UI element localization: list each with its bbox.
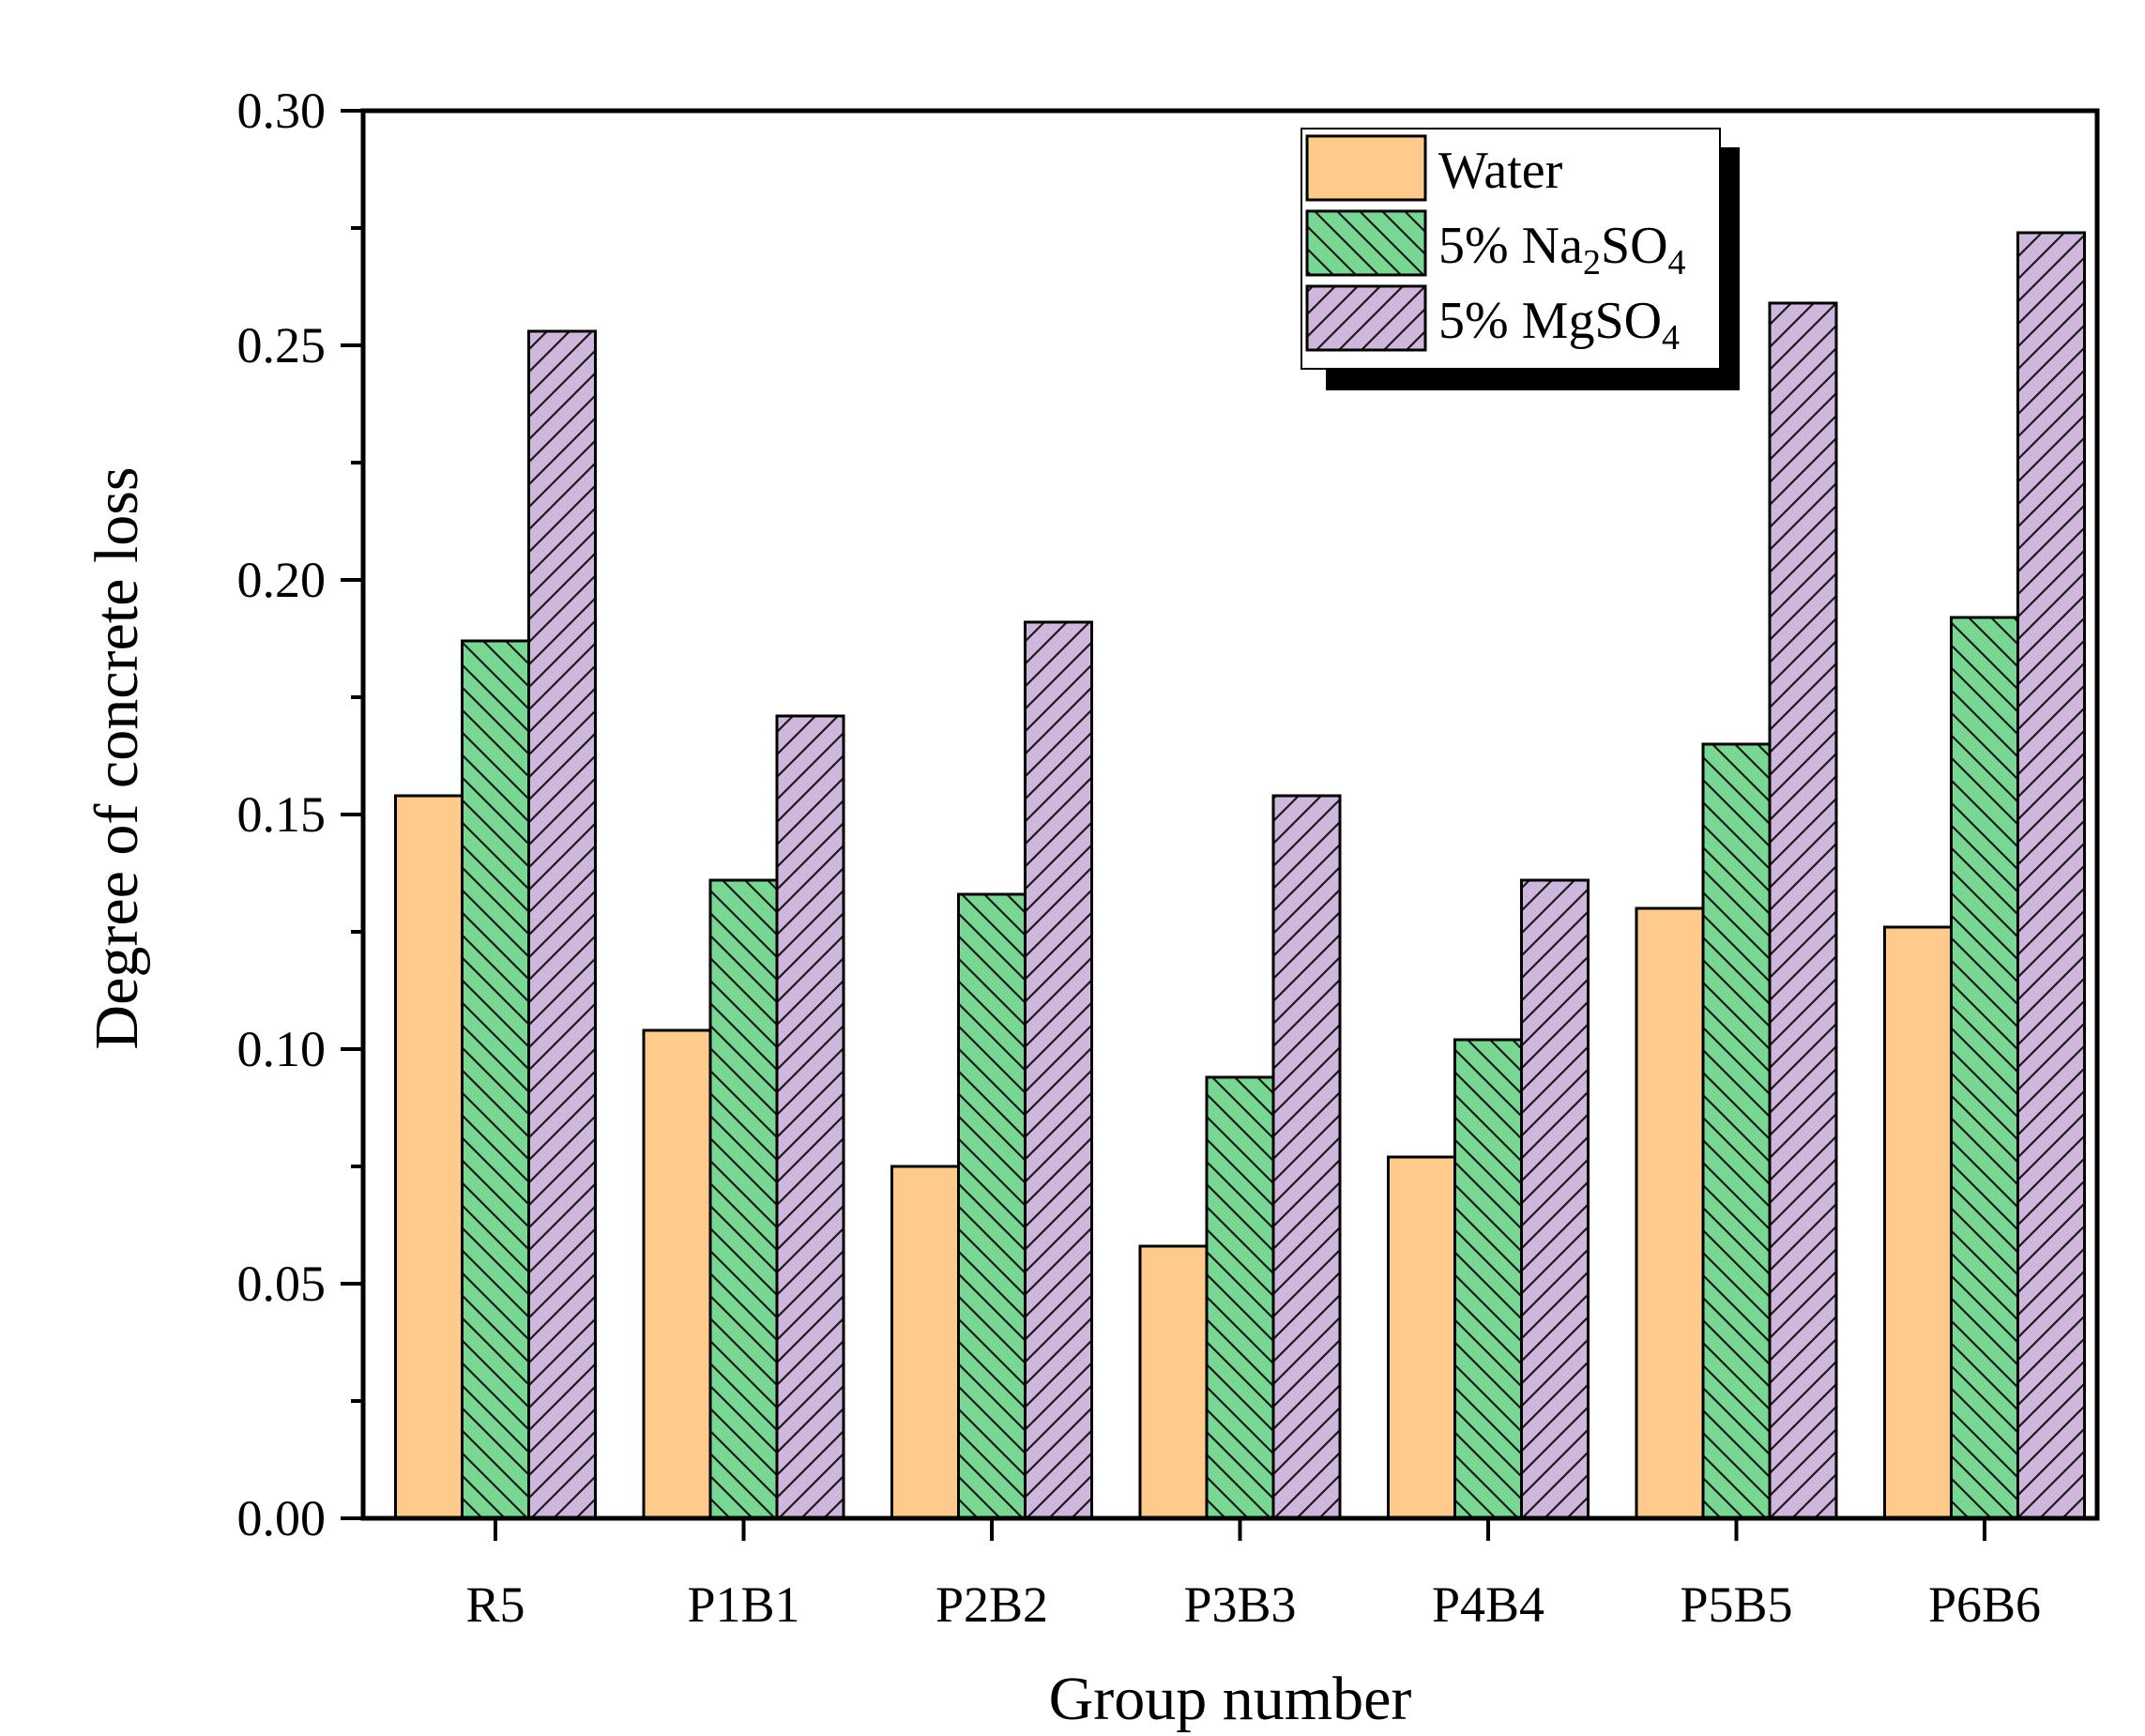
x-tick-label-p5b5: P5B5 xyxy=(1680,1576,1792,1633)
bar-p3b3-water xyxy=(1138,1244,1209,1520)
bar-p4b4-5-mgso4 xyxy=(1520,878,1590,1520)
bar-p5b5-water xyxy=(1635,906,1705,1520)
legend-swatch-water xyxy=(1305,134,1427,202)
x-tick-label-r5: R5 xyxy=(465,1576,525,1633)
bar-p2b2-5-na2so4 xyxy=(957,892,1027,1520)
bar-p3b3-5-na2so4 xyxy=(1205,1075,1275,1520)
bar-r5-water xyxy=(394,794,464,1520)
bar-p6b6-water xyxy=(1883,925,1953,1520)
bar-p4b4-water xyxy=(1387,1155,1456,1520)
legend: Water 5% Na2SO4 5% MgSO4 xyxy=(1301,128,1740,390)
legend-label-5-na2so4: 5% Na2SO4 xyxy=(1438,217,1686,282)
bar-p5b5-5-mgso4 xyxy=(1768,301,1838,1520)
bars-group xyxy=(394,231,2086,1520)
bar-p6b6-5-na2so4 xyxy=(1950,616,2019,1520)
legend-swatch-5-mgso4 xyxy=(1305,284,1427,352)
legend-label-5-mgso4: 5% MgSO4 xyxy=(1438,292,1680,358)
y-axis: 0.00 0.05 0.10 0.15 0.20 0.25 0.30 xyxy=(237,83,363,1546)
y-tick-label: 0.00 xyxy=(237,1490,327,1546)
y-tick-label: 0.30 xyxy=(237,83,327,139)
bar-p6b6-5-mgso4 xyxy=(2016,231,2086,1520)
x-tick-label-p2b2: P2B2 xyxy=(936,1576,1048,1633)
legend-swatch-5-na2so4 xyxy=(1305,209,1427,277)
legend-label-water: Water xyxy=(1438,142,1563,200)
y-tick-label: 0.20 xyxy=(237,552,327,608)
bar-p2b2-5-mgso4 xyxy=(1024,620,1093,1520)
x-tick-label-p4b4: P4B4 xyxy=(1432,1576,1544,1633)
y-tick-label: 0.10 xyxy=(237,1021,327,1077)
y-tick-label: 0.05 xyxy=(237,1256,327,1312)
bar-r5-5-mgso4 xyxy=(527,329,597,1520)
bar-p1b1-water xyxy=(642,1028,712,1520)
bar-p1b1-5-mgso4 xyxy=(775,714,845,1520)
x-tick-label-p6b6: P6B6 xyxy=(1928,1576,2041,1633)
x-axis: R5 P1B1 P2B2 P3B3 P4B4 P5B5 P6B6 xyxy=(465,1518,2041,1633)
bar-p2b2-water xyxy=(890,1165,960,1520)
bar-r5-5-na2so4 xyxy=(461,639,530,1520)
bar-p5b5-5-na2so4 xyxy=(1701,742,1772,1520)
y-axis-title: Degree of concrete loss xyxy=(83,466,151,1049)
x-tick-label-p3b3: P3B3 xyxy=(1183,1576,1296,1633)
bar-p4b4-5-na2so4 xyxy=(1453,1038,1523,1520)
bar-p1b1-5-na2so4 xyxy=(708,878,779,1520)
y-tick-label: 0.25 xyxy=(237,317,327,373)
x-axis-title: Group number xyxy=(1049,1665,1412,1733)
bar-p3b3-5-mgso4 xyxy=(1271,794,1342,1520)
y-tick-label: 0.15 xyxy=(237,786,327,843)
x-tick-label-p1b1: P1B1 xyxy=(687,1576,799,1633)
